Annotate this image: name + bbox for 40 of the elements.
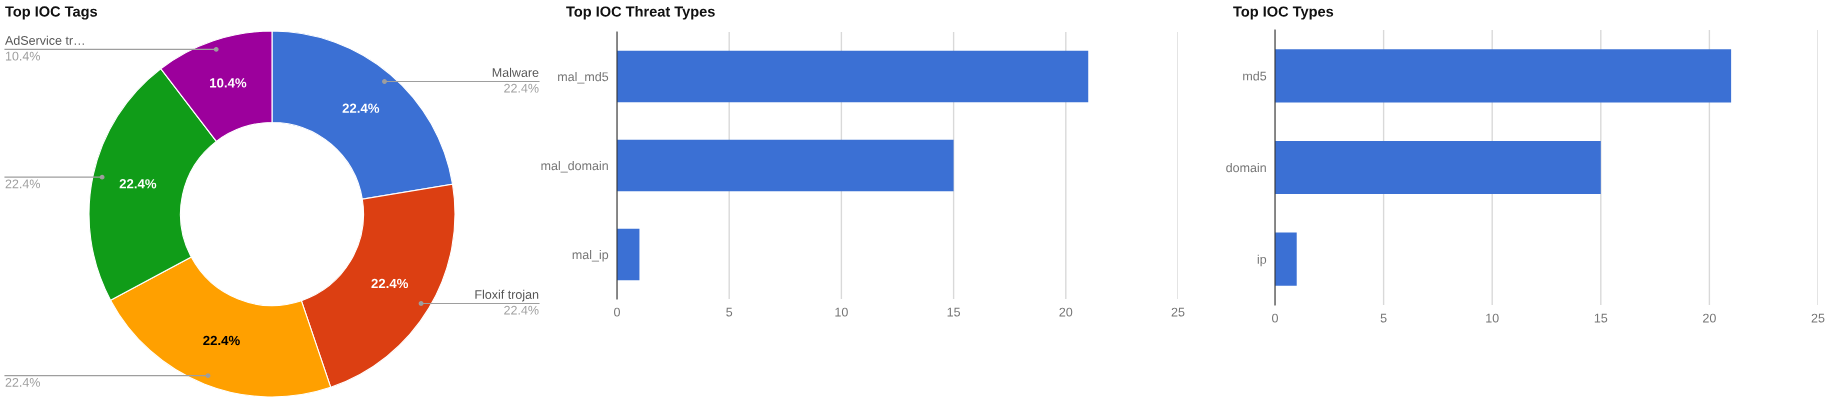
x-tick-label: 5 bbox=[1380, 313, 1387, 323]
text: 10.4% bbox=[5, 51, 40, 61]
x-tick-label: 25 bbox=[1171, 307, 1185, 317]
x-tick-label: 20 bbox=[1059, 307, 1073, 317]
slice-label: Floxif trojan bbox=[475, 289, 539, 302]
bar bbox=[1275, 232, 1297, 286]
bar bbox=[1275, 140, 1601, 195]
bar bbox=[617, 139, 954, 192]
bar bbox=[617, 50, 1089, 103]
data-label: 22.4% bbox=[203, 335, 240, 346]
x-tick-label: 0 bbox=[1272, 313, 1278, 323]
text: 22.4% bbox=[504, 305, 539, 315]
chart-title: Top IOC Threat Types bbox=[566, 6, 715, 20]
x-tick-label: 25 bbox=[1811, 313, 1825, 323]
bar bbox=[617, 228, 640, 281]
x-tick-label: 10 bbox=[835, 307, 848, 317]
y-tick-label: mal_ip bbox=[572, 249, 609, 262]
data-label: 22.4% bbox=[119, 179, 157, 189]
data-label: 10.4% bbox=[210, 78, 247, 88]
y-tick-label: mal_domain bbox=[541, 160, 608, 173]
text: 22.4% bbox=[5, 377, 40, 387]
text: 22.4% bbox=[5, 179, 40, 189]
chart-title: Top IOC Types bbox=[1233, 6, 1334, 20]
text: 22.4% bbox=[504, 83, 539, 93]
bar bbox=[1275, 49, 1732, 103]
data-label: 22.4% bbox=[342, 103, 380, 113]
x-tick-label: 10 bbox=[1486, 313, 1499, 323]
data-label: 22.4% bbox=[371, 278, 409, 289]
y-tick-label: mal_md5 bbox=[558, 71, 609, 84]
slice-label: Malware bbox=[492, 67, 539, 77]
y-tick-label: ip bbox=[1257, 254, 1267, 267]
x-tick-label: 0 bbox=[614, 307, 620, 317]
x-tick-label: 20 bbox=[1703, 313, 1716, 323]
chart-title: Top IOC Tags bbox=[5, 6, 98, 20]
x-tick-label: 15 bbox=[1594, 313, 1608, 323]
x-tick-label: 15 bbox=[947, 307, 961, 317]
y-tick-label: domain bbox=[1226, 162, 1266, 173]
y-tick-label: md5 bbox=[1243, 71, 1267, 81]
slice-label: AdService tr… bbox=[5, 35, 84, 45]
x-tick-label: 5 bbox=[726, 307, 733, 317]
